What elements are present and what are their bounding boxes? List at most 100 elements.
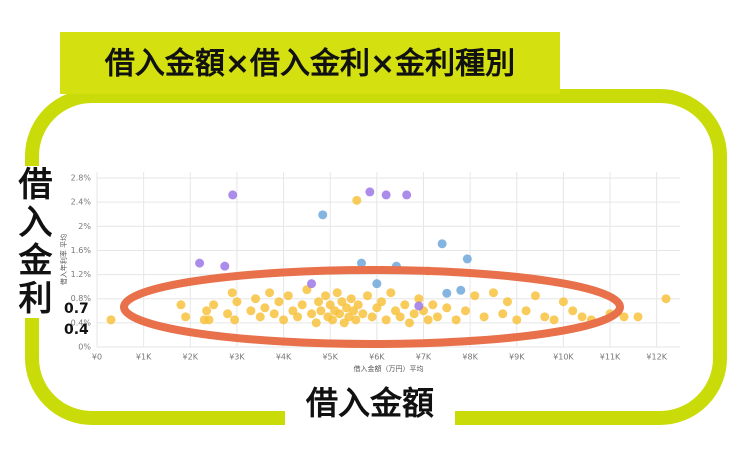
scatter-point bbox=[577, 312, 587, 322]
scatter-point bbox=[540, 312, 550, 322]
scatter-point bbox=[512, 315, 522, 325]
scatter-point bbox=[633, 312, 643, 322]
x-tick-label: ¥4K bbox=[276, 353, 292, 362]
y-tick-label: 2.8% bbox=[71, 174, 92, 183]
x-tick-label: ¥0 bbox=[92, 353, 102, 362]
title-banner bbox=[60, 32, 560, 94]
scatter-point bbox=[363, 291, 373, 301]
scatter-point bbox=[279, 315, 289, 325]
x-tick-label: ¥9K bbox=[509, 353, 525, 362]
scatter-point bbox=[297, 300, 307, 310]
scatter-point bbox=[568, 306, 578, 316]
scatter-point bbox=[209, 300, 219, 310]
scatter-point bbox=[381, 315, 391, 325]
scatter-point bbox=[260, 303, 270, 313]
y-tick-label: 1.2% bbox=[71, 270, 92, 279]
scatter-point bbox=[395, 312, 405, 322]
scatter-point bbox=[195, 258, 205, 268]
scatter-point bbox=[228, 190, 238, 200]
scatter-point bbox=[246, 306, 256, 316]
x-tick-label: ¥5K bbox=[322, 353, 338, 362]
scatter-point bbox=[265, 288, 275, 298]
scatter-point bbox=[220, 261, 230, 271]
scatter-point bbox=[255, 312, 265, 322]
plot-area: 0% 0.4% 0.8% 1.2% 1.6% 2% 2.4% 2.8% ¥0 ¥1K ¥2K ¥3K ¥… bbox=[59, 172, 680, 373]
scatter-point bbox=[335, 309, 345, 319]
scatter-point bbox=[318, 210, 328, 220]
scatter-point bbox=[558, 297, 568, 307]
x-tick-label: ¥3K bbox=[229, 353, 245, 362]
scatter-point bbox=[498, 309, 508, 319]
scatter-point bbox=[316, 306, 326, 316]
scatter-point bbox=[404, 318, 414, 328]
scatter-point bbox=[204, 315, 214, 325]
scatter-point bbox=[451, 315, 461, 325]
x-tick-label: ¥12K bbox=[646, 353, 667, 362]
scatter-point bbox=[202, 306, 212, 316]
x-tick-label: ¥7K bbox=[416, 353, 432, 362]
scatter-point bbox=[311, 318, 321, 328]
annotation: 借入金額 bbox=[305, 384, 434, 422]
scatter-point bbox=[342, 303, 352, 313]
scatter-point bbox=[377, 297, 387, 307]
scatter-point bbox=[367, 312, 377, 322]
scatter-point bbox=[414, 301, 424, 311]
scatter-point bbox=[251, 294, 261, 304]
y-tick-label: 0% bbox=[78, 343, 91, 352]
scatter-point bbox=[414, 294, 424, 304]
scatter-point bbox=[530, 291, 540, 301]
scatter-point bbox=[351, 315, 361, 325]
scatter-point bbox=[293, 312, 303, 322]
scatter-point bbox=[106, 315, 116, 325]
scatter-point bbox=[230, 315, 240, 325]
scatter-point bbox=[232, 297, 242, 307]
annotation: 0.7 bbox=[64, 301, 89, 317]
scatter-point bbox=[307, 279, 317, 289]
scatter-point bbox=[269, 309, 279, 319]
x-tick-label: ¥2K bbox=[183, 353, 199, 362]
label-bg bbox=[285, 385, 455, 425]
scatter-point bbox=[227, 288, 237, 298]
x-tick-label: ¥11K bbox=[600, 353, 621, 362]
scatter-point bbox=[283, 291, 293, 301]
scatter-point bbox=[432, 312, 442, 322]
chart-title: 借入金額×借入金利×金利種別 bbox=[104, 47, 515, 82]
x-tick-label: ¥6K bbox=[369, 353, 385, 362]
y-tick-label: 2% bbox=[78, 222, 91, 231]
scatter-point bbox=[274, 297, 284, 307]
scatter-point bbox=[346, 294, 356, 304]
scatter-point bbox=[381, 190, 391, 200]
scatter-point bbox=[402, 190, 412, 200]
scatter-point bbox=[409, 309, 419, 319]
y-tick-label: 0.4% bbox=[71, 318, 92, 327]
scatter-point bbox=[456, 285, 466, 295]
scatter-point bbox=[176, 300, 186, 310]
scatter-point bbox=[442, 303, 452, 313]
y-axis-title: 借入年利率 平均 bbox=[59, 234, 68, 285]
x-tick-label: ¥1K bbox=[136, 353, 152, 362]
scatter-point bbox=[521, 306, 531, 316]
scatter-point bbox=[307, 309, 317, 319]
x-axis-title: 借入金額（万円）平均 bbox=[354, 364, 424, 373]
scatter-point bbox=[661, 294, 671, 304]
scatter-point bbox=[352, 195, 362, 205]
highlight-ellipse bbox=[120, 266, 624, 348]
y-tick-label: 0.8% bbox=[71, 294, 92, 303]
scatter-point bbox=[549, 315, 559, 325]
scatter-point bbox=[314, 297, 324, 307]
scatter-point bbox=[372, 279, 382, 289]
scatter-point bbox=[479, 312, 489, 322]
scatter-point bbox=[462, 254, 472, 264]
scatter-point bbox=[321, 291, 331, 301]
scatter-point bbox=[619, 312, 629, 322]
scatter-point bbox=[488, 288, 498, 298]
scatter-point bbox=[328, 315, 338, 325]
scatter-point bbox=[428, 300, 438, 310]
annotation: 借入金利 bbox=[12, 166, 52, 318]
scatter-point bbox=[332, 288, 342, 298]
scatter-point bbox=[386, 288, 396, 298]
y-tick-label: 1.6% bbox=[71, 246, 92, 255]
annotation: 0.4 bbox=[64, 322, 89, 338]
